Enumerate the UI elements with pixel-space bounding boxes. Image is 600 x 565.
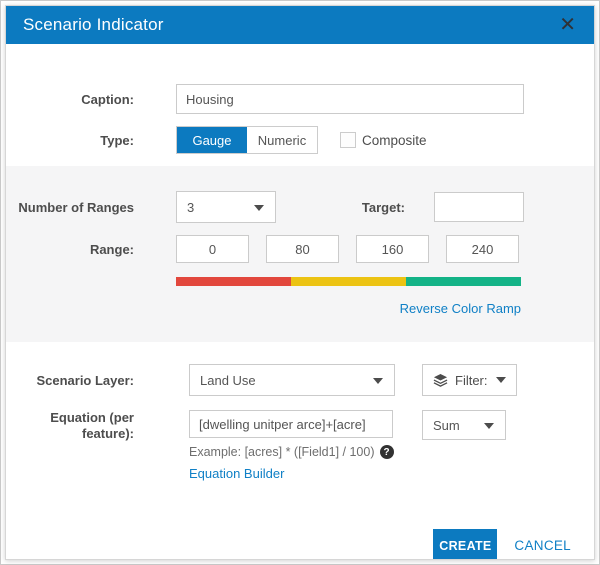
aggregation-value: Sum bbox=[433, 417, 460, 433]
caption-label: Caption: bbox=[81, 91, 134, 107]
scenario-layer-dropdown[interactable]: Land Use bbox=[189, 364, 395, 396]
reverse-row: Reverse Color Ramp bbox=[6, 300, 594, 318]
type-toggle: Gauge Numeric bbox=[176, 126, 318, 154]
chevron-down-icon bbox=[484, 423, 494, 429]
reverse-color-ramp-link[interactable]: Reverse Color Ramp bbox=[399, 301, 521, 316]
scenario-layer-label: Scenario Layer: bbox=[36, 372, 134, 388]
type-row: Type: Gauge Numeric Composite bbox=[6, 126, 594, 154]
range-input-4[interactable] bbox=[446, 235, 519, 263]
scenario-indicator-dialog: Scenario Indicator ✕ Caption: Type: Gaug… bbox=[5, 5, 595, 560]
close-icon[interactable]: ✕ bbox=[559, 14, 576, 36]
scenario-layer-value: Land Use bbox=[200, 372, 256, 388]
equation-input[interactable] bbox=[189, 410, 393, 438]
range-input-3[interactable] bbox=[356, 235, 429, 263]
color-ramp bbox=[176, 277, 521, 286]
number-of-ranges-row: Number of Ranges 3 Target: bbox=[6, 191, 594, 223]
range-label: Range: bbox=[89, 241, 134, 257]
target-label: Target: bbox=[361, 199, 405, 215]
dialog-header: Scenario Indicator ✕ bbox=[6, 6, 594, 44]
filter-label: Filter: bbox=[455, 372, 488, 388]
color-ramp-row bbox=[6, 277, 594, 286]
equation-label: Equation (per feature): bbox=[50, 410, 134, 441]
equation-example: Example: [acres] * ([Field1] / 100) ? bbox=[189, 445, 506, 459]
composite-wrap: Composite bbox=[340, 132, 427, 148]
ramp-segment-green bbox=[406, 277, 521, 286]
ranges-section: Number of Ranges 3 Target: Range: bbox=[6, 166, 594, 342]
help-icon[interactable]: ? bbox=[379, 445, 394, 459]
dialog-title: Scenario Indicator bbox=[23, 15, 164, 34]
cancel-button[interactable]: CANCEL bbox=[514, 538, 571, 553]
ramp-segment-red bbox=[176, 277, 291, 286]
type-option-numeric[interactable]: Numeric bbox=[257, 132, 307, 148]
caption-input[interactable] bbox=[176, 84, 524, 114]
number-of-ranges-value: 3 bbox=[187, 199, 195, 215]
composite-label: Composite bbox=[362, 132, 427, 148]
range-row: Range: bbox=[6, 235, 594, 263]
ramp-segment-yellow bbox=[291, 277, 406, 286]
range-input-1[interactable] bbox=[176, 235, 249, 263]
type-label: Type: bbox=[100, 132, 134, 148]
chevron-down-icon bbox=[254, 205, 264, 211]
dialog-footer: CREATE CANCEL bbox=[6, 529, 594, 559]
layers-icon bbox=[433, 373, 448, 387]
number-of-ranges-label: Number of Ranges bbox=[18, 199, 134, 215]
chevron-down-icon bbox=[373, 378, 383, 384]
aggregation-dropdown[interactable]: Sum bbox=[422, 410, 506, 440]
scenario-layer-row: Scenario Layer: Land Use Filter: bbox=[6, 364, 594, 396]
composite-checkbox[interactable] bbox=[340, 132, 356, 148]
create-button[interactable]: CREATE bbox=[433, 529, 498, 559]
equation-builder-link[interactable]: Equation Builder bbox=[189, 466, 285, 481]
target-input[interactable] bbox=[434, 192, 524, 222]
filter-button[interactable]: Filter: bbox=[422, 364, 517, 396]
equation-row: Equation (per feature): Sum Example: [ac… bbox=[6, 410, 594, 483]
number-of-ranges-dropdown[interactable]: 3 bbox=[176, 191, 276, 223]
caption-row: Caption: bbox=[6, 84, 594, 114]
chevron-down-icon bbox=[495, 377, 506, 383]
type-option-gauge[interactable]: Gauge bbox=[177, 127, 247, 153]
range-input-2[interactable] bbox=[266, 235, 339, 263]
